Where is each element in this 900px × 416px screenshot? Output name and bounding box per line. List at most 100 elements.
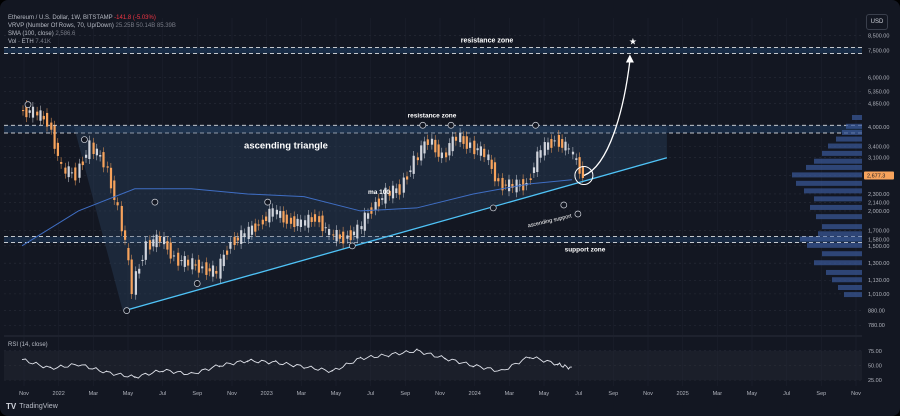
time-tick-label: Jul: [367, 391, 374, 397]
candle-body: [511, 183, 514, 188]
sma-value: 2,586.6: [55, 31, 76, 37]
price-tick-label: 780.00: [868, 323, 885, 329]
time-tick-label: Nov: [851, 391, 861, 397]
price-tick-label: 880.00: [868, 309, 885, 315]
vol-label: Vol · ETH: [8, 39, 34, 45]
volume-profile-bar: [804, 188, 862, 194]
vol-value: 7.41K: [35, 39, 52, 45]
volume-profile-bar: [814, 158, 862, 164]
candle-body: [304, 220, 307, 226]
candle-body: [581, 166, 584, 178]
candle-body: [183, 256, 186, 267]
volume-profile-bar: [836, 136, 862, 142]
candle-body: [318, 216, 321, 223]
candle-body: [536, 151, 539, 172]
price-tick-label: 1,300.00: [868, 261, 889, 267]
target-zone-band: [4, 47, 862, 54]
price-tick-label: 7,500.00: [868, 48, 889, 54]
candle-body: [310, 217, 313, 222]
candle-body: [130, 259, 133, 295]
time-tick-label: Nov: [643, 391, 653, 397]
candle-body: [285, 214, 288, 224]
candle-body: [67, 166, 70, 178]
candle-body: [85, 154, 88, 158]
swing-point-marker-icon: [532, 121, 539, 129]
sma-label: SMA (100, close): [8, 31, 54, 37]
candle-body: [265, 216, 268, 222]
candle-body: [409, 170, 412, 173]
time-tick-label: Nov: [19, 391, 29, 397]
candle-body: [74, 167, 77, 181]
candle-body: [138, 268, 141, 274]
candle-body: [254, 223, 257, 232]
time-tick-label: Nov: [227, 391, 237, 397]
candle-body: [487, 154, 490, 161]
candle-body: [250, 225, 254, 235]
rsi-tick-label: 50.00: [868, 363, 882, 369]
chart-legend: Ethereum / U.S. Dollar, 1W, BITSTAMP -14…: [8, 14, 176, 46]
candle-body: [313, 214, 317, 222]
candle-body: [360, 226, 363, 230]
symbol-line: Ethereum / U.S. Dollar, 1W, BITSTAMP -14…: [8, 14, 176, 22]
candle-body: [532, 167, 536, 173]
swing-point-marker-icon: [489, 204, 497, 212]
candle-body: [377, 198, 380, 207]
candle-body: [155, 234, 158, 248]
swing-point-marker-icon: [24, 101, 32, 108]
candle-body: [42, 115, 45, 120]
candle-body: [50, 122, 53, 130]
price-tick-label: 1,500.00: [868, 244, 889, 250]
resistance-zone-band: [4, 125, 862, 134]
candle-body: [229, 242, 232, 249]
candle-body: [268, 208, 271, 223]
candle-body: [166, 241, 169, 250]
candle-body: [169, 242, 172, 259]
rsi-tick-label: 25.00: [868, 378, 882, 384]
candle-body: [553, 140, 556, 142]
time-tick-label: Nov: [435, 391, 445, 397]
candle-body: [462, 136, 465, 144]
candle-body: [31, 106, 35, 118]
candle-body: [60, 161, 63, 164]
swing-point-marker-icon: [123, 307, 131, 314]
candle-body: [479, 146, 482, 156]
candle-body: [483, 148, 486, 158]
candle-body: [328, 229, 331, 236]
candle-body: [201, 266, 204, 269]
price-tick-label: 2,300.00: [868, 192, 889, 198]
price-tick-label: 3,400.00: [868, 145, 889, 151]
ascending-triangle-shape: [74, 126, 667, 311]
candle-body: [346, 235, 349, 239]
candle-body: [423, 141, 426, 154]
projection-arrow-head-icon: [625, 54, 634, 63]
candle-body: [296, 218, 299, 227]
candle-body: [233, 236, 236, 245]
candle-body: [141, 259, 144, 262]
candle-body: [451, 136, 454, 152]
candle-body: [332, 234, 335, 236]
volume-profile-bar: [852, 115, 862, 121]
time-tick-label: 2023: [261, 391, 273, 397]
brand-name: TradingView: [19, 403, 58, 410]
brand: TV TradingView: [6, 402, 58, 411]
candle-body: [550, 139, 553, 148]
candle-body: [257, 224, 260, 226]
candle-body: [39, 110, 42, 121]
time-tick-label: May: [747, 391, 758, 397]
price-pane: [4, 18, 862, 330]
candle-body: [384, 187, 387, 204]
candle-body: [124, 230, 127, 240]
candle-body: [307, 214, 310, 228]
candle-body: [163, 236, 166, 245]
swing-point-marker-icon: [193, 280, 201, 287]
candle-body: [497, 178, 500, 182]
volume-profile-bar: [814, 196, 862, 202]
price-change: -141.8 (-5.03%): [114, 15, 156, 21]
currency-button[interactable]: USD: [866, 14, 888, 30]
candle-body: [236, 237, 239, 241]
swing-point-marker-icon: [151, 198, 159, 206]
swing-point-marker-icon: [419, 121, 427, 129]
candle-body: [148, 240, 152, 250]
volume-profile-bar: [844, 292, 862, 298]
